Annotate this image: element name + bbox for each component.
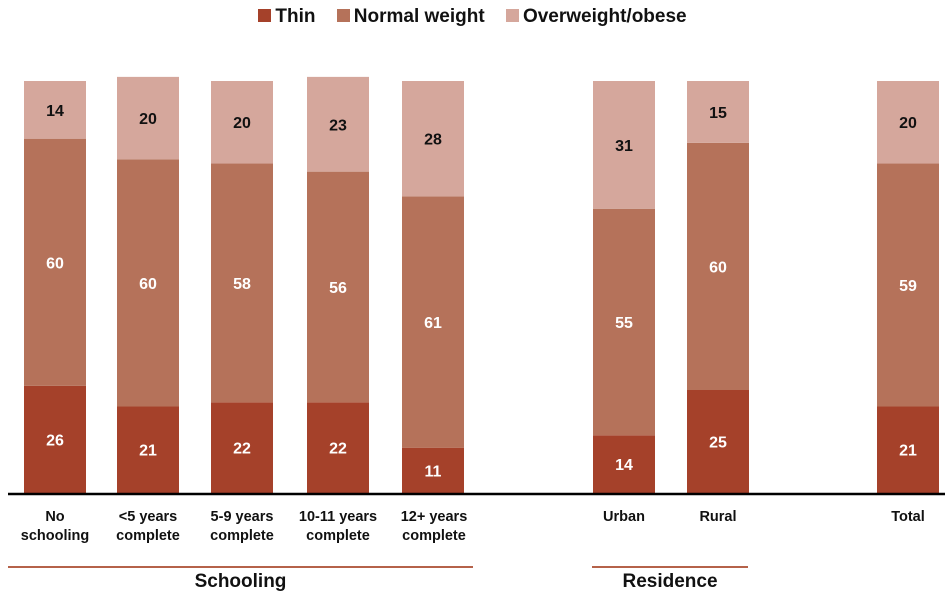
- legend-swatch-overweight-obese: [505, 9, 519, 22]
- data-label-overweight-obese-12-plus-years: 28: [424, 132, 442, 149]
- data-label-thin-10-11-years: 22: [329, 441, 347, 458]
- bar-thin-12-plus-years: [402, 447, 464, 493]
- category-label-lt5-years: <5 years complete: [116, 509, 180, 544]
- bar-normal-weight-no-schooling: [24, 138, 86, 386]
- schooling-group-line: [8, 566, 473, 568]
- data-label-normal-weight-10-11-years: 56: [329, 280, 347, 297]
- category-label-12-plus-years: 12+ years complete: [400, 509, 468, 544]
- legend-item-normal-weight: Normal weight: [336, 6, 485, 28]
- category-label-5-9-years: 5-9 years complete: [210, 509, 274, 544]
- legend-swatch-normal-weight: [336, 9, 350, 22]
- bar-thin-no-schooling: [24, 385, 86, 493]
- bar-normal-weight-5-9-years: [211, 163, 273, 403]
- data-label-normal-weight-total: 59: [899, 278, 917, 295]
- group-label-residence: Residence: [622, 571, 718, 592]
- bar-thin-5-9-years: [211, 402, 273, 493]
- group-label-schooling: Schooling: [194, 571, 287, 592]
- legend-label-thin: Thin: [275, 6, 316, 27]
- data-label-overweight-obese-no-schooling: 14: [46, 103, 64, 120]
- category-label-rural: Rural: [699, 509, 737, 525]
- legend-swatch-thin: [258, 9, 272, 22]
- legend-label-normal-weight: Normal weight: [353, 6, 485, 27]
- data-label-overweight-obese-10-11-years: 23: [329, 117, 347, 134]
- data-label-thin-rural: 25: [709, 435, 727, 452]
- legend-label-overweight-obese: Overweight/obese: [522, 6, 687, 27]
- bar-overweight-obese-urban: [593, 81, 655, 209]
- bar-normal-weight-urban: [593, 208, 655, 436]
- bar-normal-weight-rural: [687, 142, 749, 390]
- bar-overweight-obese-no-schooling: [24, 81, 86, 139]
- legend-item-thin: Thin: [258, 6, 315, 28]
- bar-normal-weight-12-plus-years: [402, 196, 464, 448]
- category-label-urban: Urban: [603, 509, 645, 525]
- bar-overweight-obese-12-plus-years: [402, 81, 464, 197]
- data-label-thin-12-plus-years: 11: [425, 463, 442, 480]
- category-label-10-11-years: 10-11 years complete: [298, 509, 378, 544]
- bar-overweight-obese-10-11-years: [307, 76, 369, 172]
- bar-thin-rural: [687, 390, 749, 493]
- data-label-thin-total: 21: [899, 443, 917, 460]
- data-label-thin-urban: 14: [615, 457, 633, 474]
- bar-normal-weight-lt5-years: [117, 159, 179, 407]
- legend: Thin Normal weight Overweight/obese: [0, 6, 945, 28]
- bar-thin-10-11-years: [307, 402, 369, 493]
- data-label-normal-weight-12-plus-years: 61: [424, 315, 442, 332]
- bar-overweight-obese-rural: [687, 81, 749, 143]
- residence-group-line: [592, 566, 748, 568]
- bar-normal-weight-10-11-years: [307, 171, 369, 403]
- data-label-normal-weight-urban: 55: [615, 315, 633, 332]
- category-label-no-schooling: No schooling: [20, 509, 90, 544]
- category-label-total: Total: [891, 509, 925, 525]
- data-label-thin-no-schooling: 26: [46, 432, 64, 449]
- data-label-overweight-obese-lt5-years: 20: [139, 111, 157, 128]
- data-label-normal-weight-5-9-years: 58: [233, 276, 251, 293]
- data-label-overweight-obese-total: 20: [899, 115, 917, 132]
- bar-normal-weight-total: [877, 163, 939, 407]
- data-label-thin-5-9-years: 22: [233, 441, 251, 458]
- data-label-overweight-obese-urban: 31: [615, 138, 633, 155]
- data-label-normal-weight-rural: 60: [709, 259, 727, 276]
- data-label-overweight-obese-5-9-years: 20: [233, 115, 251, 132]
- legend-item-overweight-obese: Overweight/obese: [505, 6, 687, 28]
- data-label-thin-lt5-years: 21: [139, 443, 157, 460]
- data-label-normal-weight-lt5-years: 60: [139, 276, 157, 293]
- bar-thin-total: [877, 406, 939, 493]
- data-label-overweight-obese-rural: 15: [709, 105, 727, 122]
- data-label-normal-weight-no-schooling: 60: [46, 255, 64, 272]
- bar-overweight-obese-5-9-years: [211, 81, 273, 164]
- bar-overweight-obese-total: [877, 81, 939, 164]
- bar-thin-lt5-years: [117, 406, 179, 493]
- bar-thin-urban: [593, 435, 655, 493]
- bar-overweight-obese-lt5-years: [117, 76, 179, 160]
